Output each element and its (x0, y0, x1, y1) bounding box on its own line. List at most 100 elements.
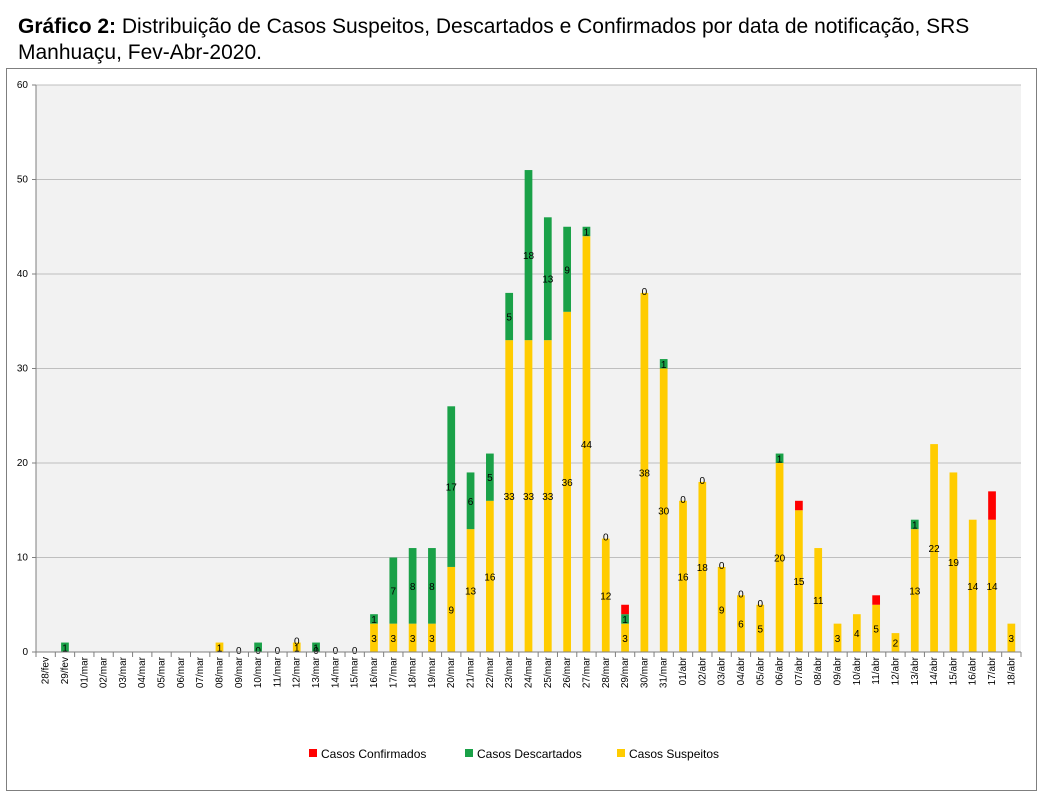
data-label: 1 (661, 360, 667, 371)
x-tick-label: 13/mar (311, 656, 322, 688)
data-label: 3 (622, 634, 628, 645)
x-tick-label: 28/fev (41, 657, 52, 684)
x-tick-label: 06/abr (775, 656, 786, 685)
data-label: 15 (793, 577, 805, 588)
y-tick-label: 20 (17, 458, 29, 469)
data-label: 38 (639, 468, 651, 479)
bar-segment (795, 510, 803, 652)
data-label: 1 (294, 643, 300, 654)
x-tick-label: 25/mar (543, 656, 554, 688)
y-tick-label: 0 (22, 647, 28, 658)
bar-segment (505, 292, 514, 341)
x-tick-label: 28/mar (601, 656, 612, 688)
bar-segment (872, 595, 881, 605)
bar-segment (61, 642, 69, 652)
x-tick-label: 03/mar (118, 656, 129, 688)
data-label: 16 (677, 572, 689, 583)
data-label: 1 (371, 615, 377, 626)
data-label: 20 (774, 554, 786, 565)
data-label: 11 (813, 596, 824, 607)
chart-title: Gráfico 2: Distribuição de Casos Suspeit… (18, 14, 1038, 66)
x-tick-label: 14/mar (330, 656, 341, 688)
bar-segment (988, 491, 996, 520)
data-label: 0 (700, 476, 706, 487)
data-label: 13 (465, 587, 477, 598)
data-label: 9 (719, 605, 725, 616)
bar-segment (428, 548, 436, 624)
bar-segment (930, 444, 938, 652)
legend-swatch (617, 749, 625, 757)
bar-segment (582, 236, 591, 652)
data-label: 33 (523, 492, 535, 503)
data-label: 8 (429, 582, 435, 593)
x-tick-label: 11/mar (272, 656, 283, 687)
x-tick-label: 15/abr (948, 656, 959, 685)
bar-segment (389, 557, 398, 624)
data-label: 1 (62, 643, 68, 654)
x-axis: 28/fev 29/fev 01/mar 02/mar 03/mar 04/mar 05/m… (35, 651, 1022, 688)
x-tick-label: 27/mar (581, 656, 592, 688)
bar-segment (621, 623, 629, 652)
y-tick-label: 40 (17, 269, 29, 280)
x-tick-label: 21/mar (466, 656, 477, 688)
data-label: 33 (542, 492, 554, 503)
data-label: 6 (468, 497, 474, 508)
x-tick-label: 08/abr (813, 656, 824, 685)
data-label: 0 (719, 561, 725, 572)
data-label: 6 (738, 620, 744, 631)
data-label: 30 (658, 506, 670, 517)
data-label: 0 (757, 599, 763, 610)
bar-segment (582, 226, 591, 237)
data-label: 2 (893, 639, 899, 650)
x-tick-label: 10/mar (253, 656, 264, 688)
data-label: 8 (410, 582, 416, 593)
data-label: 3 (410, 634, 416, 645)
data-label: 44 (581, 440, 593, 451)
x-tick-label: 07/abr (794, 656, 805, 685)
x-tick-label: 29/fev (60, 657, 71, 684)
bar-segment (447, 566, 456, 652)
data-label: 22 (929, 544, 941, 555)
x-tick-label: 26/mar (562, 656, 573, 688)
x-tick-label: 02/abr (697, 656, 708, 685)
data-label: 33 (504, 492, 516, 503)
data-label: 12 (600, 591, 612, 602)
data-label: 13 (909, 587, 921, 598)
bar-segment (601, 538, 610, 652)
bar-segment (312, 642, 320, 652)
data-label: 36 (562, 478, 574, 489)
data-label: 1 (584, 227, 590, 238)
y-tick-label: 60 (17, 80, 29, 91)
bar-segment (910, 529, 919, 652)
bar-segment (447, 406, 456, 567)
bar-segment (659, 368, 668, 652)
bar-segment (756, 604, 765, 652)
data-label: 18 (523, 251, 535, 262)
x-tick-label: 11/abr (871, 656, 882, 684)
data-label: 4 (854, 629, 860, 640)
bar-segment (910, 519, 919, 530)
chart-title-prefix: Gráfico 2: (18, 15, 117, 38)
bar-segment (775, 463, 784, 652)
bar-segment (737, 595, 745, 652)
x-tick-label: 23/mar (504, 656, 515, 688)
bar-segment (814, 548, 823, 652)
bar-segment (466, 529, 475, 652)
x-tick-label: 22/mar (485, 656, 496, 688)
data-label: 16 (484, 572, 496, 583)
x-tick-label: 19/mar (427, 656, 438, 688)
x-tick-label: 02/mar (99, 656, 110, 688)
data-label: 3 (1009, 634, 1015, 645)
bar-segment (254, 642, 262, 652)
x-tick-label: 15/mar (350, 656, 361, 688)
bar-segment (370, 623, 378, 652)
x-tick-label: 24/mar (524, 656, 535, 688)
data-label: 5 (757, 624, 763, 635)
bar-segment (795, 500, 803, 511)
chart-title-text: Distribuição de Casos Suspeitos, Descart… (18, 15, 970, 64)
data-label: 9 (564, 265, 570, 276)
legend-swatch (309, 749, 317, 757)
bar-segment (640, 292, 649, 652)
x-tick-label: 01/mar (79, 656, 90, 688)
x-tick-label: 17/mar (388, 656, 399, 688)
